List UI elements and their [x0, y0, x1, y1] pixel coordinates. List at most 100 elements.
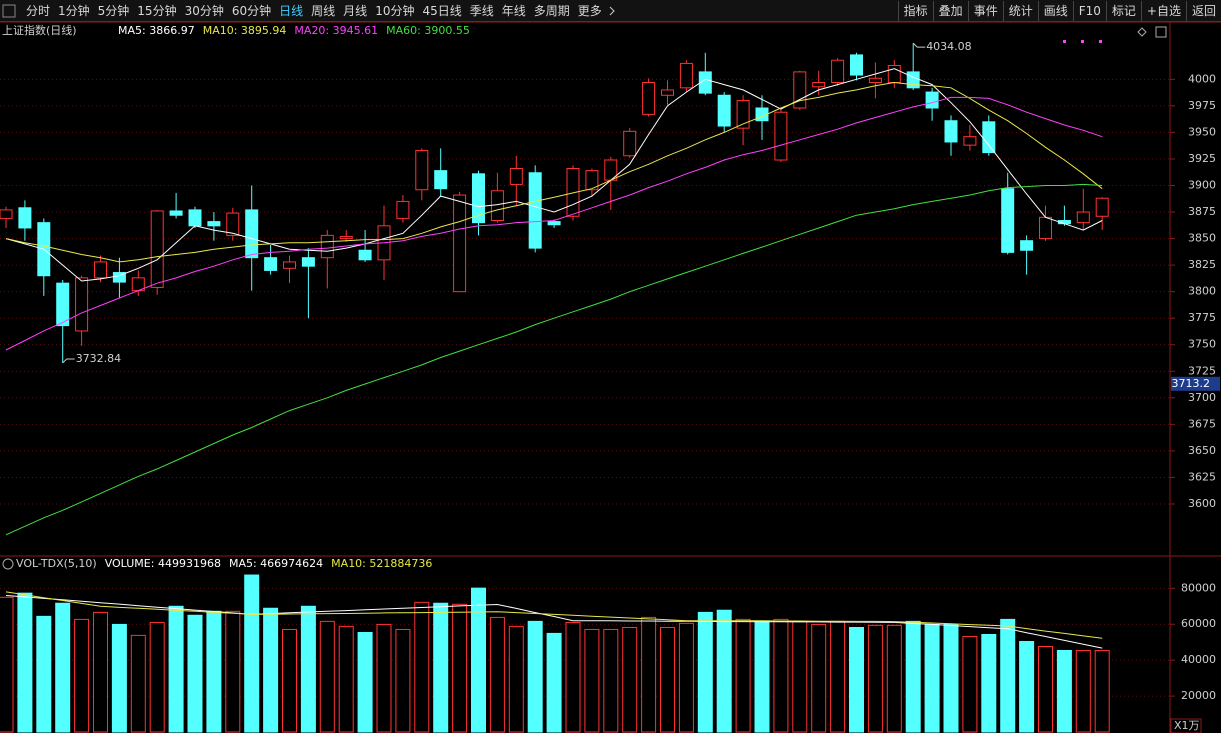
- menu-icon[interactable]: [2, 4, 16, 18]
- volume-bar: [867, 624, 883, 733]
- volume-bar: [187, 614, 203, 733]
- y-tick-label: 80000: [1181, 581, 1216, 594]
- y-tick-label: 3875: [1188, 205, 1216, 218]
- volume-bar: [0, 596, 14, 733]
- candle-body: [925, 91, 939, 109]
- candle-body: [56, 282, 70, 327]
- toolbar-button[interactable]: 周线: [311, 4, 336, 18]
- toolbar-button[interactable]: 5分钟: [97, 4, 130, 18]
- volume-bar: [1056, 649, 1072, 733]
- toolbar-button[interactable]: 叠加: [932, 0, 968, 21]
- candle-body: [283, 261, 296, 269]
- candle-body: [339, 235, 353, 240]
- candle-body: [585, 170, 599, 191]
- candle-body: [226, 212, 240, 236]
- chart-title: 上证指数(日线): [2, 23, 77, 37]
- toolbar-button[interactable]: 1分钟: [58, 4, 90, 18]
- volume-bar: [849, 626, 864, 733]
- toolbar: 分时 1分钟 5分钟 15分钟 30分钟 60分钟 日线 周线 月线 10分钟 45日线 季线 年线 多周…: [0, 0, 1221, 22]
- candle-body: [887, 65, 901, 84]
- candle-body: [812, 82, 826, 88]
- legend-item: MA10: 3895.94: [203, 24, 287, 37]
- volume-bar: [981, 633, 997, 733]
- toolbar-button[interactable]: 30分钟: [184, 4, 224, 18]
- toolbar-button[interactable]: 45日线: [422, 4, 462, 18]
- volume-bar: [17, 592, 33, 733]
- candle-body: [415, 149, 429, 191]
- candle-body: [679, 62, 693, 89]
- toolbar-button[interactable]: 月线: [343, 4, 368, 18]
- volume-bar: [830, 620, 846, 733]
- candle-body: [434, 170, 448, 190]
- toolbar-button[interactable]: 返回: [1185, 0, 1221, 21]
- volume-bar: [206, 610, 222, 733]
- candle-body: [1020, 240, 1034, 251]
- candle-body: [150, 210, 164, 288]
- volume-bar: [149, 621, 165, 733]
- toolbar-button[interactable]: 统计: [1002, 0, 1038, 21]
- last-price-box: [1171, 376, 1220, 391]
- candle-body: [1076, 211, 1090, 224]
- toolbar-button[interactable]: 分时: [26, 4, 51, 18]
- toolbar-button[interactable]: 画线: [1037, 0, 1073, 21]
- legend-item: VOL-TDX(5,10): [16, 557, 97, 570]
- volume-bar: [641, 616, 657, 733]
- toolbar-button[interactable]: 年线: [501, 4, 526, 18]
- extreme-label: 3732.84: [76, 352, 122, 365]
- y-tick-label: 3975: [1188, 99, 1216, 112]
- extreme-pointer: [912, 42, 926, 48]
- volume-bar: [584, 628, 600, 733]
- volume-bar: [225, 610, 241, 733]
- toolbar-button[interactable]: 15分钟: [137, 4, 177, 18]
- volume-bar: [697, 611, 713, 733]
- toolbar-button[interactable]: 更多: [577, 4, 602, 18]
- collapse-icon[interactable]: [2, 558, 14, 570]
- volume-bar: [471, 587, 486, 733]
- toolbar-button[interactable]: 季线: [469, 4, 494, 18]
- y-tick-label: 20000: [1181, 689, 1216, 702]
- volume-bar: [357, 632, 373, 733]
- volume-bar: [36, 615, 52, 733]
- toolbar-button[interactable]: +自选: [1140, 0, 1186, 21]
- volume-bar: [414, 601, 430, 733]
- volume-bar: [565, 621, 581, 733]
- toolbar-button[interactable]: 60分钟: [231, 4, 272, 18]
- toolbar-button[interactable]: 标记: [1105, 0, 1141, 21]
- toolbar-button[interactable]: F10: [1072, 0, 1106, 21]
- volume-bar: [111, 623, 127, 733]
- volume-bar: [943, 623, 959, 733]
- legend-item: MA20: 3945.61: [294, 24, 378, 37]
- y-tick-label: 3950: [1188, 125, 1216, 138]
- toolbar-button[interactable]: 指标: [897, 0, 933, 21]
- legend-item: MA5: 3866.97: [118, 24, 195, 37]
- volume-bar: [338, 625, 354, 733]
- toolbar-button[interactable]: 日线: [279, 4, 304, 18]
- volume-bar: [376, 623, 392, 733]
- candle-body: [642, 82, 656, 115]
- ma-line: [5, 591, 1103, 639]
- candle-body: [868, 77, 882, 84]
- candle-body: [623, 130, 637, 157]
- icon[interactable]: [1155, 26, 1167, 38]
- ma-line: [5, 96, 1103, 351]
- volume-bar: [1019, 640, 1035, 733]
- more-chevron: [609, 6, 615, 16]
- toolbar-button[interactable]: 事件: [967, 0, 1003, 21]
- candle-body: [472, 173, 485, 224]
- candle-body: [453, 194, 467, 293]
- y-tick-label: 3800: [1188, 285, 1216, 298]
- ma-line: [5, 595, 1103, 649]
- candle-body: [490, 190, 504, 222]
- y-tick-label: 3825: [1188, 258, 1216, 271]
- candle-body: [264, 257, 278, 271]
- y-tick-label: 3750: [1188, 338, 1216, 351]
- candle-body: [320, 234, 334, 259]
- y-tick-label: 3900: [1188, 178, 1216, 191]
- toolbar-button[interactable]: 多周期: [533, 4, 570, 18]
- icon[interactable]: [1137, 27, 1147, 37]
- volume-bar: [1094, 649, 1110, 733]
- volume-bar: [489, 616, 505, 733]
- toolbar-button[interactable]: 10分钟: [375, 4, 415, 18]
